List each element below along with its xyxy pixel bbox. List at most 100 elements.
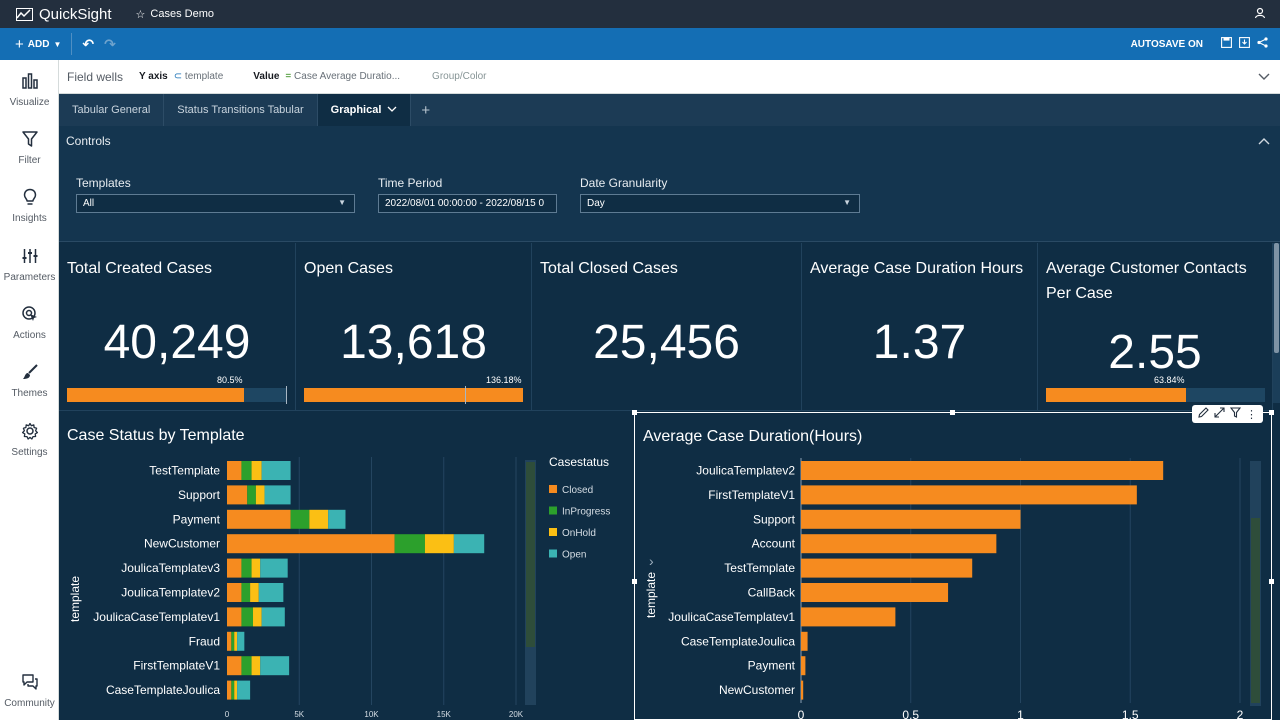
y-axis-well-label: Y axis — [139, 71, 168, 82]
bar-segment-onhold — [251, 461, 262, 480]
user-icon[interactable] — [1254, 7, 1266, 22]
bar — [801, 631, 808, 651]
case-status-by-template-visual[interactable]: Case Status by Template 0 5K 10K 15K 20K Test… — [59, 412, 634, 720]
bar-segment-closed — [227, 558, 242, 578]
sidebar-item-community[interactable]: Community — [0, 673, 59, 709]
tab-status-transitions-tabular[interactable]: Status Transitions Tabular — [164, 94, 318, 126]
kpi-average-case-duration[interactable]: Average Case Duration Hours 1.37 — [802, 243, 1038, 411]
resize-handle[interactable] — [632, 410, 637, 415]
sidebar-label: Parameters — [3, 272, 56, 283]
x-tick-label: 15K — [437, 710, 452, 719]
lightbulb-icon — [0, 188, 59, 210]
date-granularity-dropdown[interactable]: Day ▼ — [580, 194, 860, 213]
share-icon[interactable] — [1257, 37, 1268, 51]
quicksight-logo[interactable]: QuickSight — [16, 6, 112, 23]
expand-icon[interactable] — [1214, 407, 1225, 421]
sidebar-item-themes[interactable]: Themes — [0, 363, 59, 399]
star-icon[interactable]: ☆ — [135, 8, 146, 21]
average-case-duration-visual[interactable]: Average Case Duration(Hours) 0 0.5 1 1.5 2 Jo… — [632, 405, 1274, 720]
templates-dropdown[interactable]: All ▼ — [76, 194, 355, 213]
bar — [801, 607, 896, 627]
sheet-tabs: Tabular General Status Transitions Tabul… — [59, 94, 1280, 126]
resize-handle[interactable] — [1269, 579, 1274, 584]
bar-chart: 0 0.5 1 1.5 2 JoulicaTemplatev2 FirstTemplateV… — [644, 458, 1261, 719]
gear-icon — [0, 422, 59, 444]
y-tick-label: NewCustomer — [719, 683, 795, 697]
y-tick-label: Fraud — [189, 634, 220, 648]
value-well[interactable]: = Case Average Duratio... — [285, 71, 400, 82]
templates-label: Templates — [76, 176, 131, 190]
kpi-title: Open Cases — [304, 260, 393, 277]
sidebar-item-insights[interactable]: Insights — [0, 188, 59, 224]
redo-icon[interactable]: ↷ — [104, 35, 116, 52]
sidebar-label: Visualize — [9, 97, 50, 108]
resize-handle[interactable] — [950, 410, 955, 415]
y-tick-label: Payment — [173, 512, 221, 526]
bar-segment-closed — [227, 534, 395, 554]
bar-segment-closed — [227, 509, 291, 529]
bar — [801, 680, 804, 700]
kpi-total-closed-cases[interactable]: Total Closed Cases 25,456 — [532, 243, 802, 411]
kpi-title: Total Closed Cases — [540, 260, 678, 277]
controls-title: Controls — [66, 134, 111, 148]
resize-handle[interactable] — [1269, 410, 1274, 415]
time-period-control: Time Period 2022/08/01 00:00:00 - 2022/0… — [378, 176, 557, 213]
bar-segment-open — [258, 583, 284, 602]
kpi-target-marker — [286, 386, 287, 404]
bar-segment-open — [260, 558, 288, 578]
filter-icon — [0, 130, 59, 152]
kpi-total-created-cases[interactable]: Total Created Cases 40,249 80.5% — [59, 243, 296, 411]
chevron-down-icon[interactable] — [1258, 70, 1270, 84]
sidebar-item-actions[interactable]: Actions — [0, 305, 59, 341]
add-button[interactable]: + ADD ▼ — [15, 36, 61, 53]
sheet-scrollbar[interactable] — [1273, 243, 1280, 403]
time-period-value: 2022/08/01 00:00:00 - 2022/08/15 0 — [385, 198, 545, 209]
undo-icon[interactable]: ↶ — [82, 35, 95, 52]
more-options-icon[interactable]: ⋮ — [1246, 408, 1257, 421]
toolbar-icons — [1221, 37, 1268, 51]
sidebar-item-parameters[interactable]: Parameters — [0, 247, 59, 283]
sidebar-item-filter[interactable]: Filter — [0, 130, 59, 166]
analysis-name[interactable]: ☆ Cases Demo — [136, 8, 214, 21]
tab-graphical[interactable]: Graphical — [317, 94, 412, 126]
sidebar-label: Community — [4, 698, 55, 709]
sidebar-label: Insights — [12, 213, 47, 224]
bar-segment-inprogress — [231, 680, 235, 700]
field-wells-title[interactable]: Field wells — [67, 69, 124, 84]
edit-icon[interactable] — [1198, 407, 1209, 421]
legend-label: Closed — [562, 485, 593, 496]
chevron-up-icon[interactable] — [1258, 134, 1270, 148]
y-axis-well[interactable]: ⊂ template — [174, 71, 224, 82]
time-period-input[interactable]: 2022/08/01 00:00:00 - 2022/08/15 0 — [378, 194, 557, 213]
bar-segment-inprogress — [290, 509, 310, 529]
kpi-value: 13,618 — [340, 316, 487, 369]
kpi-title: Average Customer Contacts Per Case — [1046, 260, 1247, 302]
stacked-bar-chart: 0 5K 10K 15K 20K TestTemplate Support Payment Ne… — [68, 455, 610, 719]
save-icon[interactable] — [1221, 37, 1232, 51]
bar-segment-inprogress — [241, 607, 254, 627]
chevron-down-icon[interactable] — [387, 104, 397, 116]
scrollbar-thumb[interactable] — [1274, 243, 1279, 353]
group-color-well[interactable]: Group/Color — [432, 71, 487, 82]
bar — [801, 461, 1164, 480]
filter-icon[interactable] — [1229, 407, 1242, 421]
export-icon[interactable] — [1239, 37, 1250, 51]
bar-segment-open — [261, 607, 285, 627]
sidebar-item-settings[interactable]: Settings — [0, 422, 59, 458]
tab-tabular-general[interactable]: Tabular General — [59, 94, 165, 126]
autosave-toggle[interactable]: AUTOSAVE ON — [1130, 38, 1203, 50]
x-tick-label: 20K — [509, 710, 524, 719]
legend-swatch — [549, 485, 557, 493]
date-granularity-control: Date Granularity Day ▼ — [580, 176, 860, 213]
tab-label: Graphical — [330, 104, 382, 116]
legend-swatch — [549, 506, 557, 515]
field-wells: Field wells Y axis ⊂ template Value = Ca… — [59, 60, 1280, 94]
bar-segment-closed — [227, 461, 242, 480]
kpi-average-customer-contacts[interactable]: Average Customer Contacts Per Case 2.55 … — [1038, 243, 1273, 411]
sidebar-item-visualize[interactable]: Visualize — [0, 72, 59, 108]
resize-handle[interactable] — [632, 579, 637, 584]
kpi-progress-fill — [67, 388, 245, 402]
add-sheet-icon[interactable]: + — [421, 101, 431, 119]
kpi-open-cases[interactable]: Open Cases 13,618 136.18% — [296, 243, 532, 411]
caret-down-icon: ▼ — [843, 198, 851, 207]
